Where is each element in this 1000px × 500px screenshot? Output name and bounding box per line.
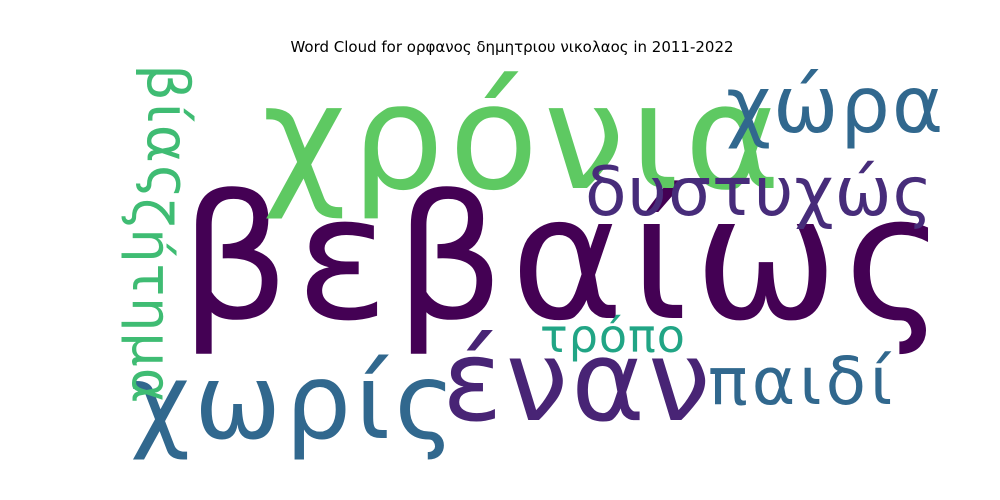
word-9: ζήτημα [120,198,183,404]
chart-title: Word Cloud for ορφανος δημητριου νικολαο… [290,38,733,56]
word-8: βίας [134,64,202,201]
word-10: τρόπο [540,309,686,363]
word-7: παιδί [708,343,896,420]
word-3: χωρίς [130,341,459,463]
word-2: χρόνια [262,53,786,223]
word-1: βεβαίως [180,158,951,359]
word-6: δυστυχώς [585,153,933,232]
word-4: έναν [442,317,714,447]
word-5: χώρα [726,61,945,151]
